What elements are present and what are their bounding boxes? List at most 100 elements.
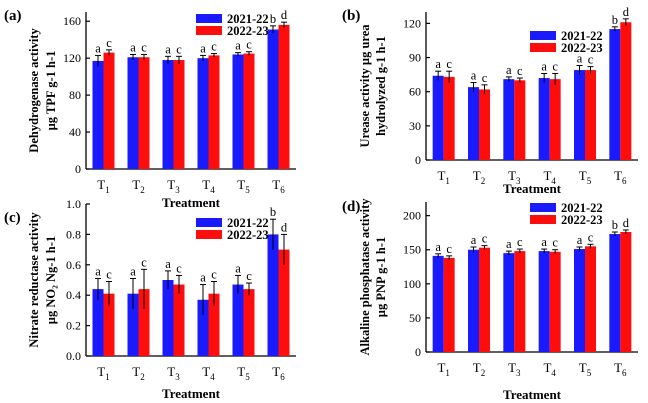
legend-swatch xyxy=(530,31,556,40)
x-tick-label: T4 xyxy=(202,177,215,195)
x-tick-subscript: 5 xyxy=(245,185,250,195)
x-tick-label: T2 xyxy=(473,360,485,378)
x-tick-subscript: 5 xyxy=(245,372,250,382)
significance-letter: c xyxy=(552,59,558,73)
chart-panel-1: (a) Dehydrogenase activity µg TPF g-1 h-1 0… xyxy=(4,8,296,210)
significance-letter: a xyxy=(130,40,136,54)
bar-2021-22-2 xyxy=(127,293,139,356)
significance-letter: b xyxy=(612,218,618,232)
x-tick-subscript: 6 xyxy=(280,372,285,382)
x-tick-label: T5 xyxy=(579,360,592,378)
significance-letter: c xyxy=(482,232,488,246)
bar-2022-23-1 xyxy=(103,293,115,356)
bar-2022-23-6 xyxy=(278,24,290,169)
x-tick-subscript: 1 xyxy=(105,185,110,195)
bar-2021-22-1 xyxy=(92,289,104,356)
x-tick-label: T6 xyxy=(272,364,285,382)
significance-letter: a xyxy=(165,257,171,271)
y-tick-label: 60 xyxy=(409,85,421,99)
legend-swatch xyxy=(196,14,222,23)
significance-letter: c xyxy=(246,38,252,52)
legend-label: 2021-22 xyxy=(227,216,269,230)
significance-letter: a xyxy=(130,264,136,278)
x-tick-label: T2 xyxy=(473,168,485,186)
significance-letter: a xyxy=(506,63,512,77)
bar-2021-22-6 xyxy=(267,29,279,169)
significance-letter: c xyxy=(211,40,217,54)
bar-2022-23-1 xyxy=(103,52,115,169)
x-tick-label: T5 xyxy=(579,168,592,186)
x-axis-label: Treatment xyxy=(162,195,221,210)
x-tick-subscript: 1 xyxy=(445,368,450,378)
significance-letter: b xyxy=(270,205,276,219)
bar-2022-23-5 xyxy=(243,53,255,169)
significance-letter: a xyxy=(235,39,241,53)
x-tick-subscript: 5 xyxy=(587,368,592,378)
y-axis-label-line: µg PNP g-1 h-1 xyxy=(374,237,388,317)
bar-2022-23-6 xyxy=(620,232,632,352)
bar-2021-22-5 xyxy=(574,70,585,160)
bar-2022-23-3 xyxy=(173,284,185,356)
significance-letter: c xyxy=(211,268,217,282)
chart-panel-2: (b)Urease activity µg urea hydrolyzed g-1… xyxy=(342,5,638,196)
x-axis-label: Treatment xyxy=(503,387,562,402)
significance-letter: a xyxy=(200,271,206,285)
bar-2021-22-6 xyxy=(609,234,621,352)
x-tick-label: T4 xyxy=(543,360,556,378)
y-tick-label: 160 xyxy=(63,14,81,28)
bar-2022-23-2 xyxy=(138,57,150,169)
x-tick-subscript: 6 xyxy=(622,176,627,186)
x-tick-label: T1 xyxy=(437,360,449,378)
significance-letter: a xyxy=(200,41,206,55)
x-tick-subscript: 5 xyxy=(587,176,592,186)
y-tick-label: 0.4 xyxy=(66,288,81,302)
y-tick-label: 40 xyxy=(69,125,81,139)
y-tick-label: 1.0 xyxy=(66,197,81,211)
bar-2022-23-1 xyxy=(443,257,455,352)
bar-2021-22-1 xyxy=(92,60,104,169)
bar-2021-22-1 xyxy=(432,75,444,160)
significance-letter: a xyxy=(435,240,441,254)
x-tick-subscript: 2 xyxy=(481,176,486,186)
y-tick-label: 50 xyxy=(409,311,421,325)
bar-2022-23-6 xyxy=(278,249,290,356)
bar-2021-22-3 xyxy=(503,253,515,352)
legend-swatch xyxy=(196,230,222,239)
x-tick-subscript: 3 xyxy=(516,176,521,186)
x-tick-label: T5 xyxy=(237,364,250,382)
x-tick-subscript: 2 xyxy=(140,372,145,382)
significance-letter: a xyxy=(506,237,512,251)
y-tick-label: 0.6 xyxy=(66,258,81,272)
x-tick-label: T1 xyxy=(437,168,449,186)
legend-swatch xyxy=(530,215,556,224)
significance-letter: c xyxy=(176,42,182,56)
legend-label: 2021-22 xyxy=(227,12,269,26)
bar-2021-22-4 xyxy=(197,299,209,356)
bar-2022-23-3 xyxy=(173,60,185,169)
bar-2022-23-5 xyxy=(243,289,255,356)
bar-2022-23-4 xyxy=(549,251,561,352)
bar-2022-23-5 xyxy=(585,70,596,160)
bar-2021-22-2 xyxy=(468,87,479,160)
legend-swatch xyxy=(196,218,222,227)
y-axis-label-line: Alkaline phosphatase activity xyxy=(358,198,372,356)
significance-letter: a xyxy=(541,59,547,73)
significance-letter: d xyxy=(623,5,630,19)
panel-label: (a) xyxy=(4,8,22,24)
bar-2021-22-5 xyxy=(232,284,244,356)
legend-label: 2022-23 xyxy=(561,41,603,55)
bar-2021-22-5 xyxy=(574,249,585,352)
significance-letter: c xyxy=(141,255,147,269)
x-tick-subscript: 1 xyxy=(105,372,110,382)
significance-letter: b xyxy=(270,12,276,26)
x-tick-subscript: 4 xyxy=(551,368,556,378)
significance-letter: a xyxy=(471,69,477,83)
x-tick-subscript: 4 xyxy=(551,176,556,186)
legend-label: 2021-22 xyxy=(561,29,603,43)
bar-2021-22-2 xyxy=(127,57,139,169)
significance-letter: a xyxy=(95,41,101,55)
bar-2021-22-3 xyxy=(162,60,174,169)
x-tick-label: T6 xyxy=(272,177,285,195)
y-axis-label-line: hydrolyzed g-1 h-1 xyxy=(374,36,388,136)
